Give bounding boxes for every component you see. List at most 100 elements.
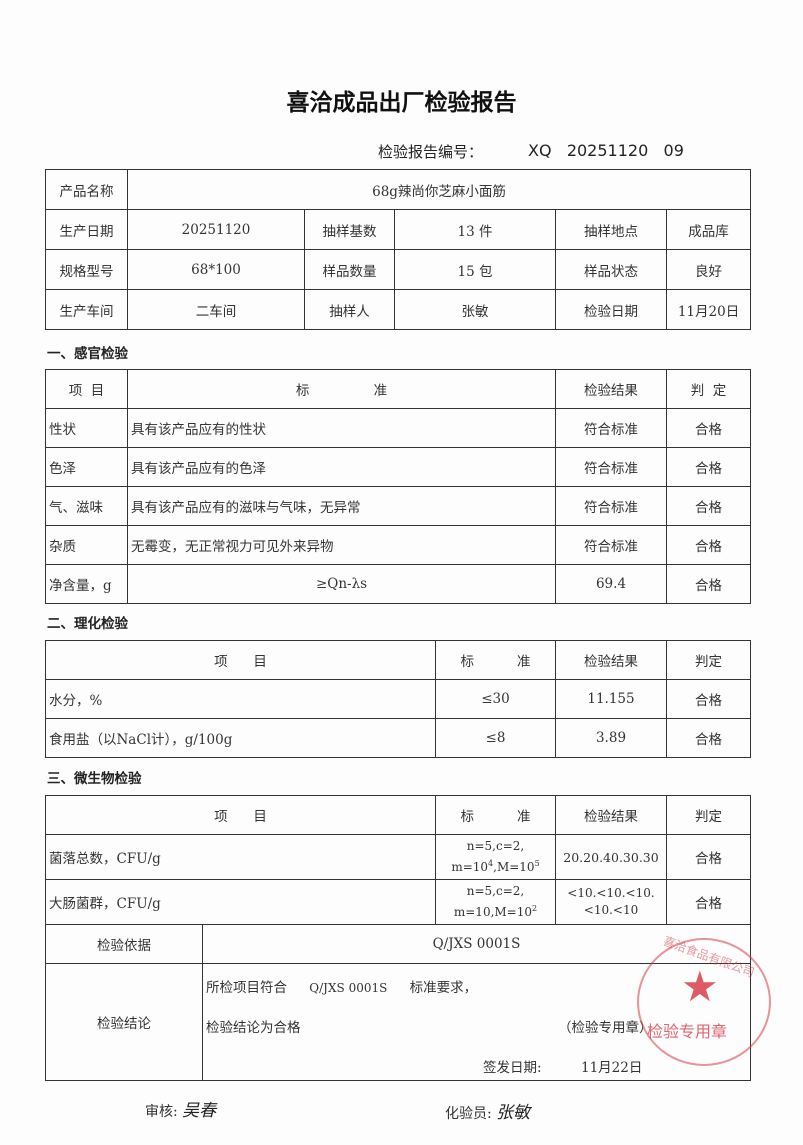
item: 杂质 [45,525,128,565]
table-row: 气、滋味 具有该产品应有的滋味与气味，无异常 符合标准 合格 [45,486,751,526]
reviewer-label: 审核: [145,1104,178,1120]
result: 符合标准 [555,486,667,526]
standard: 无霉变，无正常视力可见外来异物 [127,525,556,565]
table-row: 性状 具有该产品应有的性状 符合标准 合格 [45,408,751,448]
m-exponent: 4 [488,859,494,868]
judge: 合格 [666,879,751,925]
sampler: 张敏 [394,289,556,330]
product-info-table: 产品名称 68g辣尚你芝麻小面筋 生产日期 20251120 抽样基数 13 件… [45,169,752,330]
report-number-value: XQ 20251120 09 [528,141,684,160]
micro-heading: 三、微生物检验 [47,771,142,787]
conclusion-text-a: 所检项目符合 [206,980,287,996]
header-judge: 判定 [666,795,751,835]
stamp-text: 检验专用章 [647,1022,728,1041]
conclusion-text-c: 标准要求， [409,980,478,996]
result: <10.<10.<10.<10.<10 [555,879,667,925]
judge: 合格 [666,447,751,487]
standard-line1: n=5,c=2, [466,839,525,853]
header-result: 检验结果 [555,640,667,680]
item: 性状 [45,408,128,448]
conclusion-standard: Q/JXS 0001S [309,981,388,995]
result: 20.20.40.30.30 [555,834,667,880]
reviewer-name: 吴春 [182,1101,217,1121]
item: 气、滋味 [45,486,128,526]
item: 净含量，g [45,564,128,604]
standard: 具有该产品应有的色泽 [127,447,556,487]
table-row: 净含量，g ≥Qn-λs 69.4 合格 [45,564,751,604]
judge: 合格 [666,564,751,604]
inspect-date-label: 检验日期 [555,289,667,330]
sampler-label: 抽样人 [304,289,395,330]
header-result: 检验结果 [555,795,667,835]
standard-line1: n=5,c=2, [466,884,525,898]
inspection-stamp: 喜洽食品有限公司 ★ 检验专用章 [637,934,771,1066]
sensory-heading: 一、感官检验 [47,346,128,362]
header-judge: 判 定 [666,369,751,409]
standard: 具有该产品应有的滋味与气味，无异常 [127,486,556,526]
M-exponent: 2 [532,904,538,913]
standard-line2: m=10,M=102 [439,900,552,921]
judge: 合格 [666,679,751,719]
m-value: m=10 [453,905,491,919]
standard-line2: m=104,M=105 [439,855,552,876]
standard: n=5,c=2, m=10,M=102 [435,879,556,925]
seal-note: （检验专用章） [558,1020,653,1036]
M-exponent: 5 [534,859,540,868]
table-row: 色泽 具有该产品应有的色泽 符合标准 合格 [45,447,751,487]
standard: ≤8 [435,718,556,758]
result: 符合标准 [555,525,667,565]
physchem-heading: 二、理化检验 [47,616,128,632]
header-result: 检验结果 [555,369,667,409]
standard: 具有该产品应有的性状 [127,408,556,448]
header-item: 项 目 [45,640,436,680]
header-standard: 标 准 [435,640,556,680]
header-item: 项 目 [45,795,436,835]
judge: 合格 [666,486,751,526]
basis-label: 检验依据 [45,924,203,964]
result: 69.4 [555,564,667,604]
prod-date: 20251120 [127,209,305,250]
product-name-label: 产品名称 [45,169,128,210]
header-standard: 标 准 [127,369,556,409]
table-row: 菌落总数，CFU/g n=5,c=2, m=104,M=105 20.20.40… [45,834,751,880]
conclusion-label: 检验结论 [45,963,203,1081]
result: 11.155 [555,679,667,719]
header-item: 项 目 [45,369,128,409]
sample-state-label: 样品状态 [555,249,667,290]
sample-place-label: 抽样地点 [555,209,667,250]
standard: ≥Qn-λs [127,564,556,604]
report-number-label: 检验报告编号： [378,143,484,161]
item: 菌落总数，CFU/g [45,834,436,880]
workshop-label: 生产车间 [45,289,128,330]
table-row: 杂质 无霉变，无正常视力可见外来异物 符合标准 合格 [45,525,751,565]
inspect-date: 11月20日 [665,289,752,330]
table-row: 水分，% ≤30 11.155 合格 [45,679,751,719]
judge: 合格 [666,834,751,880]
M-value: ,M=10 [490,905,533,919]
sample-state: 良好 [665,249,752,290]
table-row: 食用盐（以NaCl计），g/100g ≤8 3.89 合格 [45,718,751,758]
item: 大肠菌群，CFU/g [45,879,436,925]
sample-place: 成品库 [665,209,752,250]
star-icon: ★ [681,962,719,1011]
inspector-label: 化验员: [445,1106,492,1122]
judge: 合格 [666,525,751,565]
inspector-signature: 化验员: 张敏 [445,1098,530,1123]
item: 水分，% [45,679,436,719]
result: 3.89 [555,718,667,758]
inspector-name: 张敏 [496,1103,531,1123]
physchem-table: 项 目 标 准 检验结果 判定 水分，% ≤30 11.155 合格 食用盐（以… [45,640,751,758]
micro-table: 项 目 标 准 检验结果 判定 菌落总数，CFU/g n=5,c=2, m=10… [45,795,751,1081]
sample-qty-label: 样品数量 [304,249,395,290]
M-value: ,M=10 [493,860,535,874]
header-standard: 标 准 [435,795,556,835]
product-name: 68g辣尚你芝麻小面筋 [126,169,752,210]
judge: 合格 [666,408,751,448]
conclusion-line2: 检验结论为合格 [206,1020,301,1036]
report-title: 喜洽成品出厂检验报告 [286,90,517,116]
header-judge: 判定 [666,640,751,680]
m-value: m=10 [451,860,489,874]
item: 食用盐（以NaCl计），g/100g [45,718,436,758]
result: 符合标准 [555,447,667,487]
